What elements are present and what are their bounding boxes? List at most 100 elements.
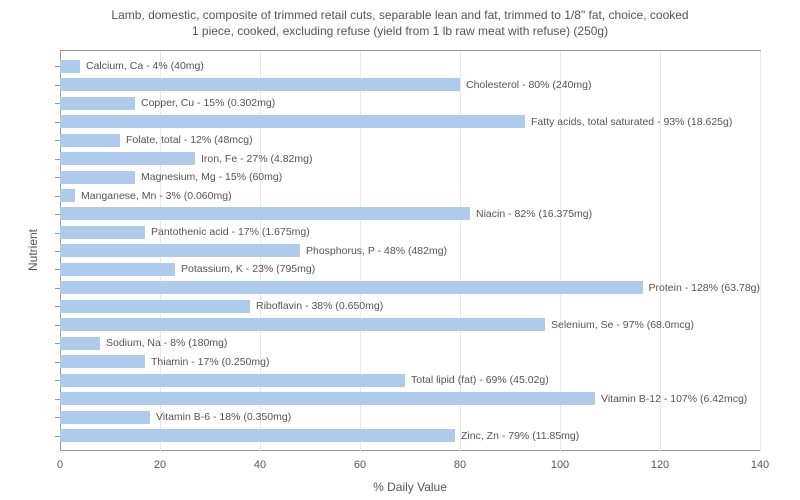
bar: [60, 429, 455, 442]
title-line-2: 1 piece, cooked, excluding refuse (yield…: [192, 24, 608, 38]
bar: [60, 189, 75, 202]
y-tick-mark: [55, 380, 60, 381]
bar-row: Calcium, Ca - 4% (40mg): [60, 57, 760, 75]
grid-line: [760, 51, 761, 451]
y-tick-mark: [55, 251, 60, 252]
y-tick-mark: [55, 214, 60, 215]
bar: [60, 207, 470, 220]
x-tick-label: 0: [57, 459, 63, 471]
bar-row: Cholesterol - 80% (240mg): [60, 75, 760, 93]
bar-row: Thiamin - 17% (0.250mg): [60, 353, 760, 371]
y-tick-mark: [55, 122, 60, 123]
bar-value-label: Folate, total - 12% (48mcg): [126, 134, 253, 146]
x-axis: [60, 450, 760, 451]
bar-row: Zinc, Zn - 79% (11.85mg): [60, 426, 760, 444]
x-axis-label: % Daily Value: [60, 480, 760, 494]
x-tick-label: 100: [551, 459, 569, 471]
bar-value-label: Potassium, K - 23% (795mg): [181, 263, 315, 275]
y-tick-mark: [55, 103, 60, 104]
bar: [60, 60, 80, 73]
bar: [60, 318, 545, 331]
bar-row: Fatty acids, total saturated - 93% (18.6…: [60, 112, 760, 130]
bar: [60, 411, 150, 424]
bar: [60, 281, 643, 294]
bar-value-label: Selenium, Se - 97% (68.0mcg): [551, 319, 694, 331]
y-tick-mark: [55, 417, 60, 418]
y-tick-mark: [55, 269, 60, 270]
x-tick-label: 40: [254, 459, 266, 471]
bar-value-label: Vitamin B-6 - 18% (0.350mg): [156, 411, 291, 423]
y-tick-mark: [55, 399, 60, 400]
y-tick-mark: [55, 177, 60, 178]
y-tick-mark: [55, 362, 60, 363]
bar-row: Selenium, Se - 97% (68.0mcg): [60, 316, 760, 334]
bar: [60, 134, 120, 147]
bar-row: Vitamin B-6 - 18% (0.350mg): [60, 408, 760, 426]
y-tick-mark: [55, 306, 60, 307]
bar-value-label: Copper, Cu - 15% (0.302mg): [141, 97, 275, 109]
bar-row: Copper, Cu - 15% (0.302mg): [60, 94, 760, 112]
bar-row: Folate, total - 12% (48mcg): [60, 131, 760, 149]
bar-value-label: Manganese, Mn - 3% (0.060mg): [81, 190, 232, 202]
x-tick-label: 120: [651, 459, 669, 471]
bar: [60, 337, 100, 350]
title-line-1: Lamb, domestic, composite of trimmed ret…: [111, 8, 688, 22]
bar-value-label: Pantothenic acid - 17% (1.675mg): [151, 226, 310, 238]
bar-value-label: Magnesium, Mg - 15% (60mg): [141, 171, 282, 183]
bar-row: Protein - 128% (63.78g): [60, 279, 760, 297]
bars-group: Calcium, Ca - 4% (40mg) Cholesterol - 80%…: [60, 57, 760, 445]
x-tick-label: 60: [354, 459, 366, 471]
bar: [60, 244, 300, 257]
bar-value-label: Vitamin B-12 - 107% (6.42mcg): [601, 393, 747, 405]
bar-value-label: Fatty acids, total saturated - 93% (18.6…: [531, 116, 732, 128]
bar-row: Iron, Fe - 27% (4.82mg): [60, 149, 760, 167]
chart-container: Lamb, domestic, composite of trimmed ret…: [0, 0, 800, 500]
x-tick-label: 80: [454, 459, 466, 471]
bar-row: Potassium, K - 23% (795mg): [60, 260, 760, 278]
bar: [60, 392, 595, 405]
y-tick-mark: [55, 288, 60, 289]
bar-row: Magnesium, Mg - 15% (60mg): [60, 168, 760, 186]
bar-row: Vitamin B-12 - 107% (6.42mcg): [60, 389, 760, 407]
y-tick-mark: [55, 325, 60, 326]
bar-row: Niacin - 82% (16.375mg): [60, 205, 760, 223]
bar-row: Pantothenic acid - 17% (1.675mg): [60, 223, 760, 241]
y-tick-mark: [55, 436, 60, 437]
y-tick-mark: [55, 140, 60, 141]
bar-row: Sodium, Na - 8% (180mg): [60, 334, 760, 352]
bar: [60, 374, 405, 387]
y-axis-label: Nutrient: [26, 229, 40, 271]
bar: [60, 97, 135, 110]
bar: [60, 171, 135, 184]
y-tick-mark: [55, 159, 60, 160]
bar-value-label: Zinc, Zn - 79% (11.85mg): [461, 430, 579, 442]
y-tick-mark: [55, 196, 60, 197]
bar-value-label: Niacin - 82% (16.375mg): [476, 208, 592, 220]
bar: [60, 263, 175, 276]
bar-value-label: Phosphorus, P - 48% (482mg): [306, 245, 447, 257]
bar-value-label: Total lipid (fat) - 69% (45.02g): [411, 374, 549, 386]
x-tick-label: 140: [751, 459, 769, 471]
bar-row: Manganese, Mn - 3% (0.060mg): [60, 186, 760, 204]
bar-value-label: Sodium, Na - 8% (180mg): [106, 337, 227, 349]
y-tick-mark: [55, 343, 60, 344]
x-tick-label: 20: [154, 459, 166, 471]
bar-row: Phosphorus, P - 48% (482mg): [60, 242, 760, 260]
bar: [60, 78, 460, 91]
bar: [60, 226, 145, 239]
plot-area: Calcium, Ca - 4% (40mg) Cholesterol - 80%…: [60, 50, 761, 451]
bar-value-label: Cholesterol - 80% (240mg): [466, 79, 591, 91]
y-tick-mark: [55, 85, 60, 86]
chart-title: Lamb, domestic, composite of trimmed ret…: [0, 0, 800, 43]
bar-value-label: Protein - 128% (63.78g): [649, 282, 760, 294]
bar-row: Total lipid (fat) - 69% (45.02g): [60, 371, 760, 389]
bar: [60, 152, 195, 165]
bar-value-label: Calcium, Ca - 4% (40mg): [86, 60, 204, 72]
bar-row: Riboflavin - 38% (0.650mg): [60, 297, 760, 315]
bar: [60, 300, 250, 313]
bar-value-label: Iron, Fe - 27% (4.82mg): [201, 153, 312, 165]
bar-value-label: Thiamin - 17% (0.250mg): [151, 356, 269, 368]
y-tick-mark: [55, 66, 60, 67]
bar: [60, 115, 525, 128]
bar-value-label: Riboflavin - 38% (0.650mg): [256, 300, 383, 312]
